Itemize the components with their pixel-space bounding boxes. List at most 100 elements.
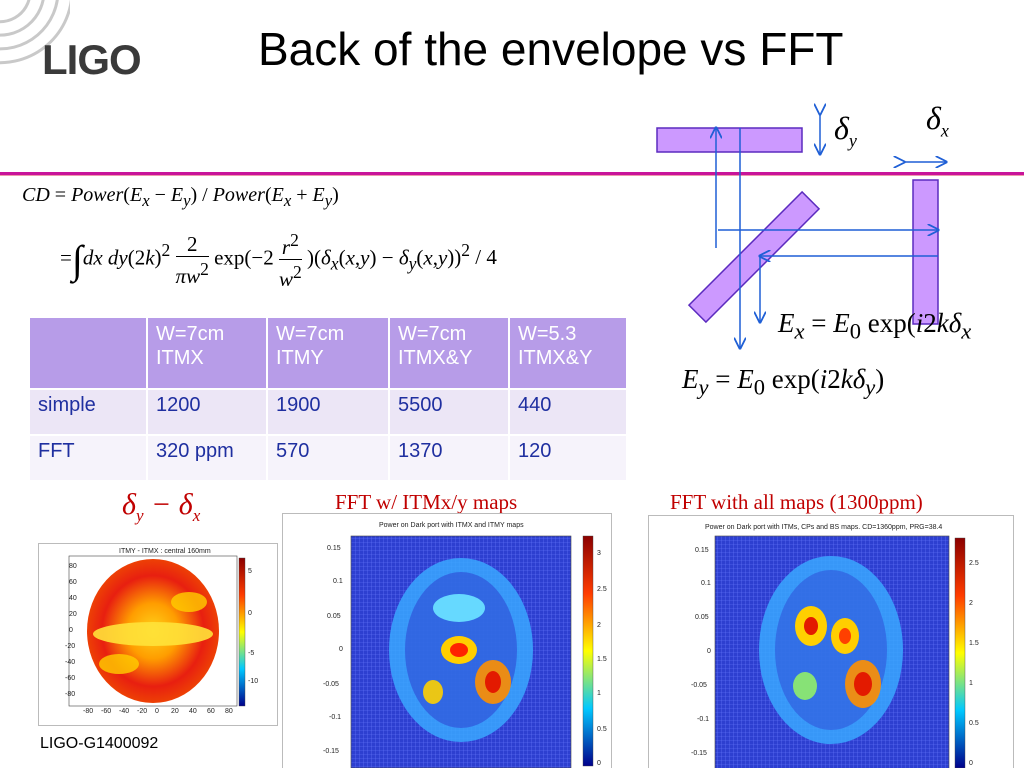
colorbar-tick: 1.5 <box>969 640 979 647</box>
y-tick: -0.1 <box>697 716 710 723</box>
plot-fft-itm: Power on Dark port with ITMX and ITMY ma… <box>282 513 612 768</box>
table-header-row: W=7cm ITMX W=7cm ITMY W=7cm ITMX&Y W=5.3 ITM… <box>28 316 628 390</box>
title-divider <box>0 172 1024 176</box>
colorbar-tick: 0 <box>248 610 252 617</box>
header-line: W=7cm <box>276 323 345 345</box>
delta-y-label: δy <box>834 110 857 151</box>
colorbar-tick: 0.5 <box>597 726 607 733</box>
table-cell: 5500 <box>388 388 510 436</box>
colorbar-tick: -5 <box>248 650 255 657</box>
document-id: LIGO-G1400092 <box>40 735 159 752</box>
plot-delta-map: ITMY - ITMX : central 160mm 80 60 40 <box>38 543 278 726</box>
colorbar <box>954 537 966 768</box>
colorbar-tick: 0.5 <box>969 720 979 727</box>
y-tick: 0 <box>339 646 343 653</box>
michelson-diagram <box>656 100 1024 360</box>
table-cell: 1370 <box>388 434 510 482</box>
y-tick: 80 <box>69 563 77 570</box>
y-tick: 20 <box>69 611 77 618</box>
table-cell: 320 ppm <box>146 434 268 482</box>
x-tick: 0 <box>155 708 159 715</box>
colorbar <box>582 535 594 767</box>
beam-splitter <box>687 190 821 324</box>
y-tick: 60 <box>69 579 77 586</box>
x-tick: -80 <box>83 708 94 715</box>
ligo-logo: LIGO <box>42 36 142 83</box>
colorbar-tick: 2 <box>597 622 601 629</box>
y-tick: 0.1 <box>701 580 711 587</box>
table-cell: 1200 <box>146 388 268 436</box>
x-tick: 60 <box>207 708 215 715</box>
header-line: ITMX <box>156 347 204 369</box>
y-tick: -0.1 <box>329 714 342 721</box>
formula-ex: Ex = E0 exp(i2kδx <box>778 308 972 344</box>
y-tick: 0.1 <box>333 578 343 585</box>
colorbar-tick: -10 <box>248 678 259 685</box>
y-tick: -0.15 <box>691 750 707 757</box>
table-header-cell: W=7cm ITMX&Y <box>388 316 510 390</box>
colorbar-tick: 2.5 <box>969 560 979 567</box>
y-tick: 0.05 <box>327 613 341 620</box>
table-row: FFT 320 ppm 570 1370 120 <box>28 434 628 482</box>
y-tick: -0.05 <box>323 681 339 688</box>
caption-fft-all: FFT with all maps (1300ppm) <box>670 490 923 514</box>
x-tick: -40 <box>119 708 130 715</box>
x-tick: 80 <box>225 708 233 715</box>
x-tick: -20 <box>137 708 148 715</box>
table-header-cell <box>28 316 148 390</box>
equation-contrast-defect: CD = Power(Ex − Ey) / Power(Ex + Ey) <box>22 184 339 210</box>
slide-title: Back of the envelope vs FFT <box>258 23 844 75</box>
table-cell: 1900 <box>266 388 390 436</box>
colorbar-tick: 1.5 <box>597 656 607 663</box>
mirror-y <box>656 127 803 153</box>
caption-delta-difference: δy − δx <box>122 488 201 525</box>
table-cell: 440 <box>508 388 628 436</box>
y-tick: -20 <box>65 643 76 650</box>
header-line: ITMX&Y <box>518 347 593 369</box>
y-tick: 0.05 <box>695 614 709 621</box>
fft-itm-figure <box>350 535 594 768</box>
colorbar-tick: 3 <box>597 550 601 557</box>
ligo-logo-arcs-icon <box>0 0 70 65</box>
delta-x-label: δx <box>926 100 949 141</box>
header-line: W=7cm <box>156 323 225 345</box>
header-line: W=5.3 <box>518 323 577 345</box>
colorbar-tick: 0 <box>969 760 973 767</box>
y-tick: -0.05 <box>691 682 707 689</box>
formula-ey: Ey = E0 exp(i2kδy) <box>682 364 885 400</box>
results-table: W=7cm ITMX W=7cm ITMY W=7cm ITMX&Y W=5.3 ITM… <box>28 316 628 482</box>
table-header-cell: W=7cm ITMX <box>146 316 268 390</box>
mirror-x <box>912 179 939 325</box>
equation-integral: =∫dx dy(2k)2 2 πw2 exp(−2 r2 w2 )(δx(x,y) … <box>60 230 497 291</box>
x-tick: 20 <box>171 708 179 715</box>
fft-all-figure <box>714 535 966 768</box>
header-line: ITMY <box>276 347 324 369</box>
caption-fft-itm: FFT w/ ITMx/y maps <box>335 490 518 514</box>
table-cell: 120 <box>508 434 628 482</box>
table-row: simple 1200 1900 5500 440 <box>28 388 628 436</box>
colorbar-tick: 5 <box>248 568 252 575</box>
y-tick: -40 <box>65 659 76 666</box>
header-line: ITMX&Y <box>398 347 473 369</box>
plot-title: Power on Dark port with ITMX and ITMY ma… <box>379 522 524 529</box>
table-cell: 570 <box>266 434 390 482</box>
colorbar-tick: 2.5 <box>597 586 607 593</box>
y-tick: 0.15 <box>327 545 341 552</box>
delta-map-figure <box>68 555 246 707</box>
table-header-cell: W=7cm ITMY <box>266 316 390 390</box>
x-tick: 40 <box>189 708 197 715</box>
colorbar-tick: 1 <box>969 680 973 687</box>
y-tick: -80 <box>65 691 76 698</box>
table-cell: simple <box>28 388 148 436</box>
y-tick: -60 <box>65 675 76 682</box>
y-tick: 0 <box>707 648 711 655</box>
x-tick: -60 <box>101 708 112 715</box>
table-cell: FFT <box>28 434 148 482</box>
y-tick: -0.15 <box>323 748 339 755</box>
colorbar-tick: 1 <box>597 690 601 697</box>
plot-title: Power on Dark port with ITMs, CPs and BS… <box>705 524 943 531</box>
header-line: W=7cm <box>398 323 467 345</box>
y-tick: 40 <box>69 595 77 602</box>
colorbar-tick: 0 <box>597 760 601 767</box>
table-header-cell: W=5.3 ITMX&Y <box>508 316 628 390</box>
